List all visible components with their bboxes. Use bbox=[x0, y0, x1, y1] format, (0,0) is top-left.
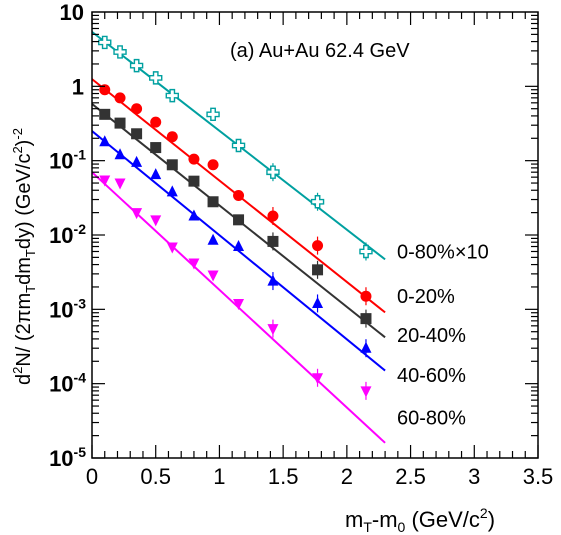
data-point-2 bbox=[207, 196, 219, 208]
data-point-2 bbox=[360, 313, 372, 325]
data-point-3 bbox=[131, 155, 143, 167]
annotation: (a) Au+Au 62.4 GeV bbox=[230, 40, 410, 62]
series-label-1: 0-20% bbox=[397, 286, 455, 308]
data-point-0 bbox=[129, 58, 144, 73]
y-tick-label: 10-4 bbox=[49, 370, 86, 397]
data-point-0 bbox=[98, 35, 112, 50]
data-point-2 bbox=[233, 214, 245, 226]
data-point-0 bbox=[165, 88, 179, 103]
data-point-3 bbox=[99, 135, 111, 147]
y-tick-label: 10 bbox=[60, 0, 84, 25]
data-point-0 bbox=[206, 107, 220, 122]
data-point-2 bbox=[312, 264, 324, 276]
data-point-0 bbox=[266, 165, 280, 179]
data-point-3 bbox=[207, 233, 219, 245]
data-point-4 bbox=[166, 242, 178, 254]
data-point-0 bbox=[113, 45, 127, 59]
data-point-3 bbox=[267, 274, 279, 286]
data-point-1 bbox=[166, 131, 178, 143]
data-point-2 bbox=[150, 142, 162, 154]
data-point-3 bbox=[188, 209, 200, 221]
x-tick-label: 0.5 bbox=[140, 464, 171, 489]
y-tick-label: 1 bbox=[72, 74, 84, 99]
data-point-2 bbox=[188, 175, 200, 187]
data-point-3 bbox=[114, 148, 126, 160]
data-point-4 bbox=[360, 386, 372, 398]
data-point-4 bbox=[207, 270, 219, 282]
data-point-0 bbox=[231, 138, 246, 153]
data-point-1 bbox=[114, 92, 126, 104]
x-tick-label: 3 bbox=[468, 464, 480, 489]
data-point-3 bbox=[312, 296, 324, 308]
data-marks bbox=[98, 35, 373, 400]
axes bbox=[91, 11, 539, 459]
series-label-2: 20-40% bbox=[397, 325, 466, 347]
data-point-4 bbox=[267, 324, 279, 336]
data-point-0 bbox=[310, 195, 325, 209]
data-point-1 bbox=[150, 116, 162, 128]
data-point-4 bbox=[150, 215, 162, 227]
data-point-1 bbox=[99, 84, 111, 96]
y-tick-label: 10-1 bbox=[49, 147, 86, 174]
plot-area bbox=[91, 31, 386, 444]
data-point-2 bbox=[131, 128, 143, 140]
data-point-2 bbox=[267, 235, 279, 247]
data-point-0 bbox=[149, 71, 163, 85]
x-tick-label: 1 bbox=[213, 464, 225, 489]
data-point-1 bbox=[131, 103, 143, 115]
x-tick-label: 0 bbox=[86, 464, 98, 489]
data-point-1 bbox=[267, 210, 279, 222]
data-point-3 bbox=[150, 168, 162, 180]
data-point-2 bbox=[99, 108, 111, 120]
series-label-0: 0-80%×10 bbox=[397, 241, 489, 263]
data-point-4 bbox=[188, 258, 200, 270]
y-tick-label: 10-2 bbox=[49, 221, 86, 248]
y-axis-label: d2N/ (2πmTdmTdy) (GeV/c2)-2 bbox=[10, 128, 38, 385]
data-point-2 bbox=[166, 159, 178, 171]
data-point-0 bbox=[359, 244, 373, 259]
y-tick-label: 10-3 bbox=[49, 295, 86, 322]
y-tick-label: 10-5 bbox=[49, 444, 86, 471]
data-point-1 bbox=[233, 189, 245, 201]
data-point-3 bbox=[360, 341, 372, 353]
x-axis-label: mT-m0 (GeV/c2) bbox=[345, 505, 495, 535]
data-point-1 bbox=[207, 159, 219, 171]
data-point-3 bbox=[233, 240, 245, 252]
data-point-1 bbox=[360, 290, 372, 302]
labels: 0 0.5 1 1.5 2 2.5 3 3.5 10-5 10-4 10-3 10-2 10-1 1 10 0… bbox=[10, 0, 553, 535]
x-tick-label: 3.5 bbox=[523, 464, 554, 489]
data-point-4 bbox=[233, 298, 245, 310]
data-point-4 bbox=[131, 208, 143, 220]
series-label-3: 40-60% bbox=[397, 365, 466, 387]
data-point-4 bbox=[114, 178, 126, 190]
data-point-1 bbox=[312, 240, 324, 252]
series-label-4: 60-80% bbox=[397, 408, 466, 430]
x-tick-label: 2.5 bbox=[395, 464, 426, 489]
x-tick-label: 1.5 bbox=[268, 464, 299, 489]
data-point-2 bbox=[114, 117, 126, 129]
data-point-1 bbox=[188, 153, 200, 165]
data-point-4 bbox=[99, 175, 111, 187]
data-point-3 bbox=[166, 185, 178, 197]
data-point-4 bbox=[312, 373, 324, 385]
x-tick-label: 2 bbox=[341, 464, 353, 489]
